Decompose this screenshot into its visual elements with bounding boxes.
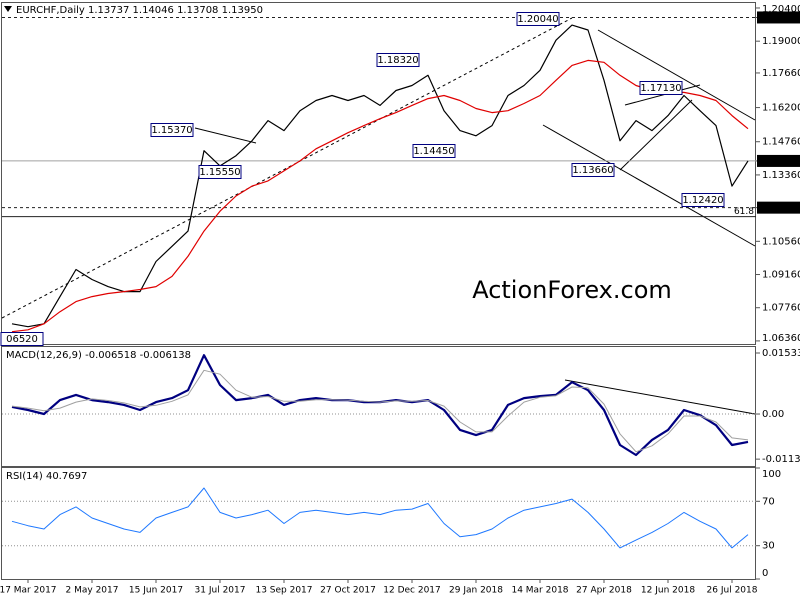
- trendline: [597, 29, 756, 121]
- y-tick-label: 1.19000: [762, 36, 800, 47]
- x-tick-label: 12 Dec 2017: [383, 586, 441, 596]
- x-tick-label: 12 Jun 2018: [641, 586, 695, 596]
- chart-title: EURCHF,Daily: [16, 5, 85, 16]
- x-tick-label: 31 Jul 2017: [195, 586, 246, 596]
- header-icon: [4, 6, 12, 12]
- y-tick-label: 1.20000: [760, 12, 800, 23]
- trendline: [542, 124, 756, 247]
- y-tick-label: 1.16200: [762, 103, 800, 114]
- price-label-box: [198, 165, 242, 179]
- x-tick-label: 15 Jun 2017: [129, 586, 183, 596]
- y-tick-label: 30: [762, 541, 775, 552]
- y-tick-label: 1.13950: [760, 156, 800, 167]
- y-tick-highlight: [757, 201, 800, 214]
- x-tick-label: 14 Mar 2018: [511, 586, 568, 596]
- price-label-box: [639, 81, 683, 95]
- macd-frame: [1, 346, 756, 467]
- y-tick-label: 0.00: [762, 409, 784, 420]
- y-tick-label: 0: [762, 568, 768, 579]
- price-label-box: [0, 332, 44, 346]
- y-tick-highlight: [757, 11, 800, 24]
- series-line: [11, 487, 749, 549]
- rsi-title: RSI(14) 40.7697: [6, 471, 87, 482]
- x-tick-label: 17 Mar 2017: [0, 586, 57, 596]
- y-tick-label: 1.10560: [762, 236, 800, 247]
- trendline: [564, 379, 756, 415]
- price-label: 1.18320: [377, 55, 418, 66]
- series-line: [11, 59, 749, 333]
- price-label: 1.12420: [682, 195, 723, 206]
- price-label-box: [412, 144, 456, 158]
- y-tick-highlight: [757, 154, 800, 167]
- x-tick-label: 29 Jan 2018: [449, 586, 503, 596]
- chart-subtitle: 1.13737 1.14046 1.13708 1.13950: [88, 5, 263, 16]
- y-tick-label: 1.17660: [762, 68, 800, 79]
- x-tick-label: 2 May 2017: [66, 586, 119, 596]
- price-frame: [1, 2, 756, 345]
- y-tick-label: 1.13360: [762, 170, 800, 181]
- watermark: ActionForex.com: [472, 276, 672, 304]
- price-label-box: [376, 53, 420, 67]
- x-tick-label: 26 Jul 2018: [707, 586, 758, 596]
- price-label: 1.15370: [151, 125, 192, 136]
- y-tick-label: 1.07760: [762, 303, 800, 314]
- trendline: [619, 99, 693, 171]
- trendline: [194, 127, 257, 144]
- fib-label: 61.8: [734, 207, 754, 217]
- price-label-box: [150, 123, 194, 137]
- price-label: 1.14450: [413, 146, 454, 157]
- frames: [1, 2, 756, 580]
- x-tick-label: 27 Apr 2018: [576, 586, 632, 596]
- y-tick-label: 1.06360: [762, 333, 800, 344]
- price-label: 06520: [6, 334, 38, 345]
- y-tick-label: 100: [762, 469, 781, 480]
- series-line: [11, 24, 749, 328]
- y-tick-label: 70: [762, 496, 775, 507]
- price-label: 1.13660: [572, 165, 613, 176]
- series-line: [11, 369, 749, 453]
- y-tick-label: 0.015338: [762, 348, 800, 359]
- x-tick-label: 13 Sep 2017: [255, 586, 312, 596]
- price-label-box: [516, 12, 560, 26]
- price-label: 1.15550: [199, 167, 240, 178]
- macd-title: MACD(12,26,9) -0.006518 -0.006138: [6, 350, 191, 361]
- trendlines: [1, 17, 756, 415]
- y-tick-label: 1.20400: [762, 4, 800, 15]
- trendline: [1, 17, 573, 319]
- price-label-box: [681, 193, 725, 207]
- price-label: 1.17130: [640, 83, 681, 94]
- y-tick-label: 1.14760: [762, 137, 800, 148]
- y-tick-label: 1.11980: [760, 203, 800, 214]
- price-label-box: [571, 163, 615, 177]
- y-tick-label: -0.011344: [762, 454, 800, 465]
- x-tick-label: 27 Oct 2017: [320, 586, 376, 596]
- rsi-frame: [1, 467, 756, 580]
- price-label: 1.20040: [517, 14, 558, 25]
- y-tick-label: 1.09160: [762, 270, 800, 281]
